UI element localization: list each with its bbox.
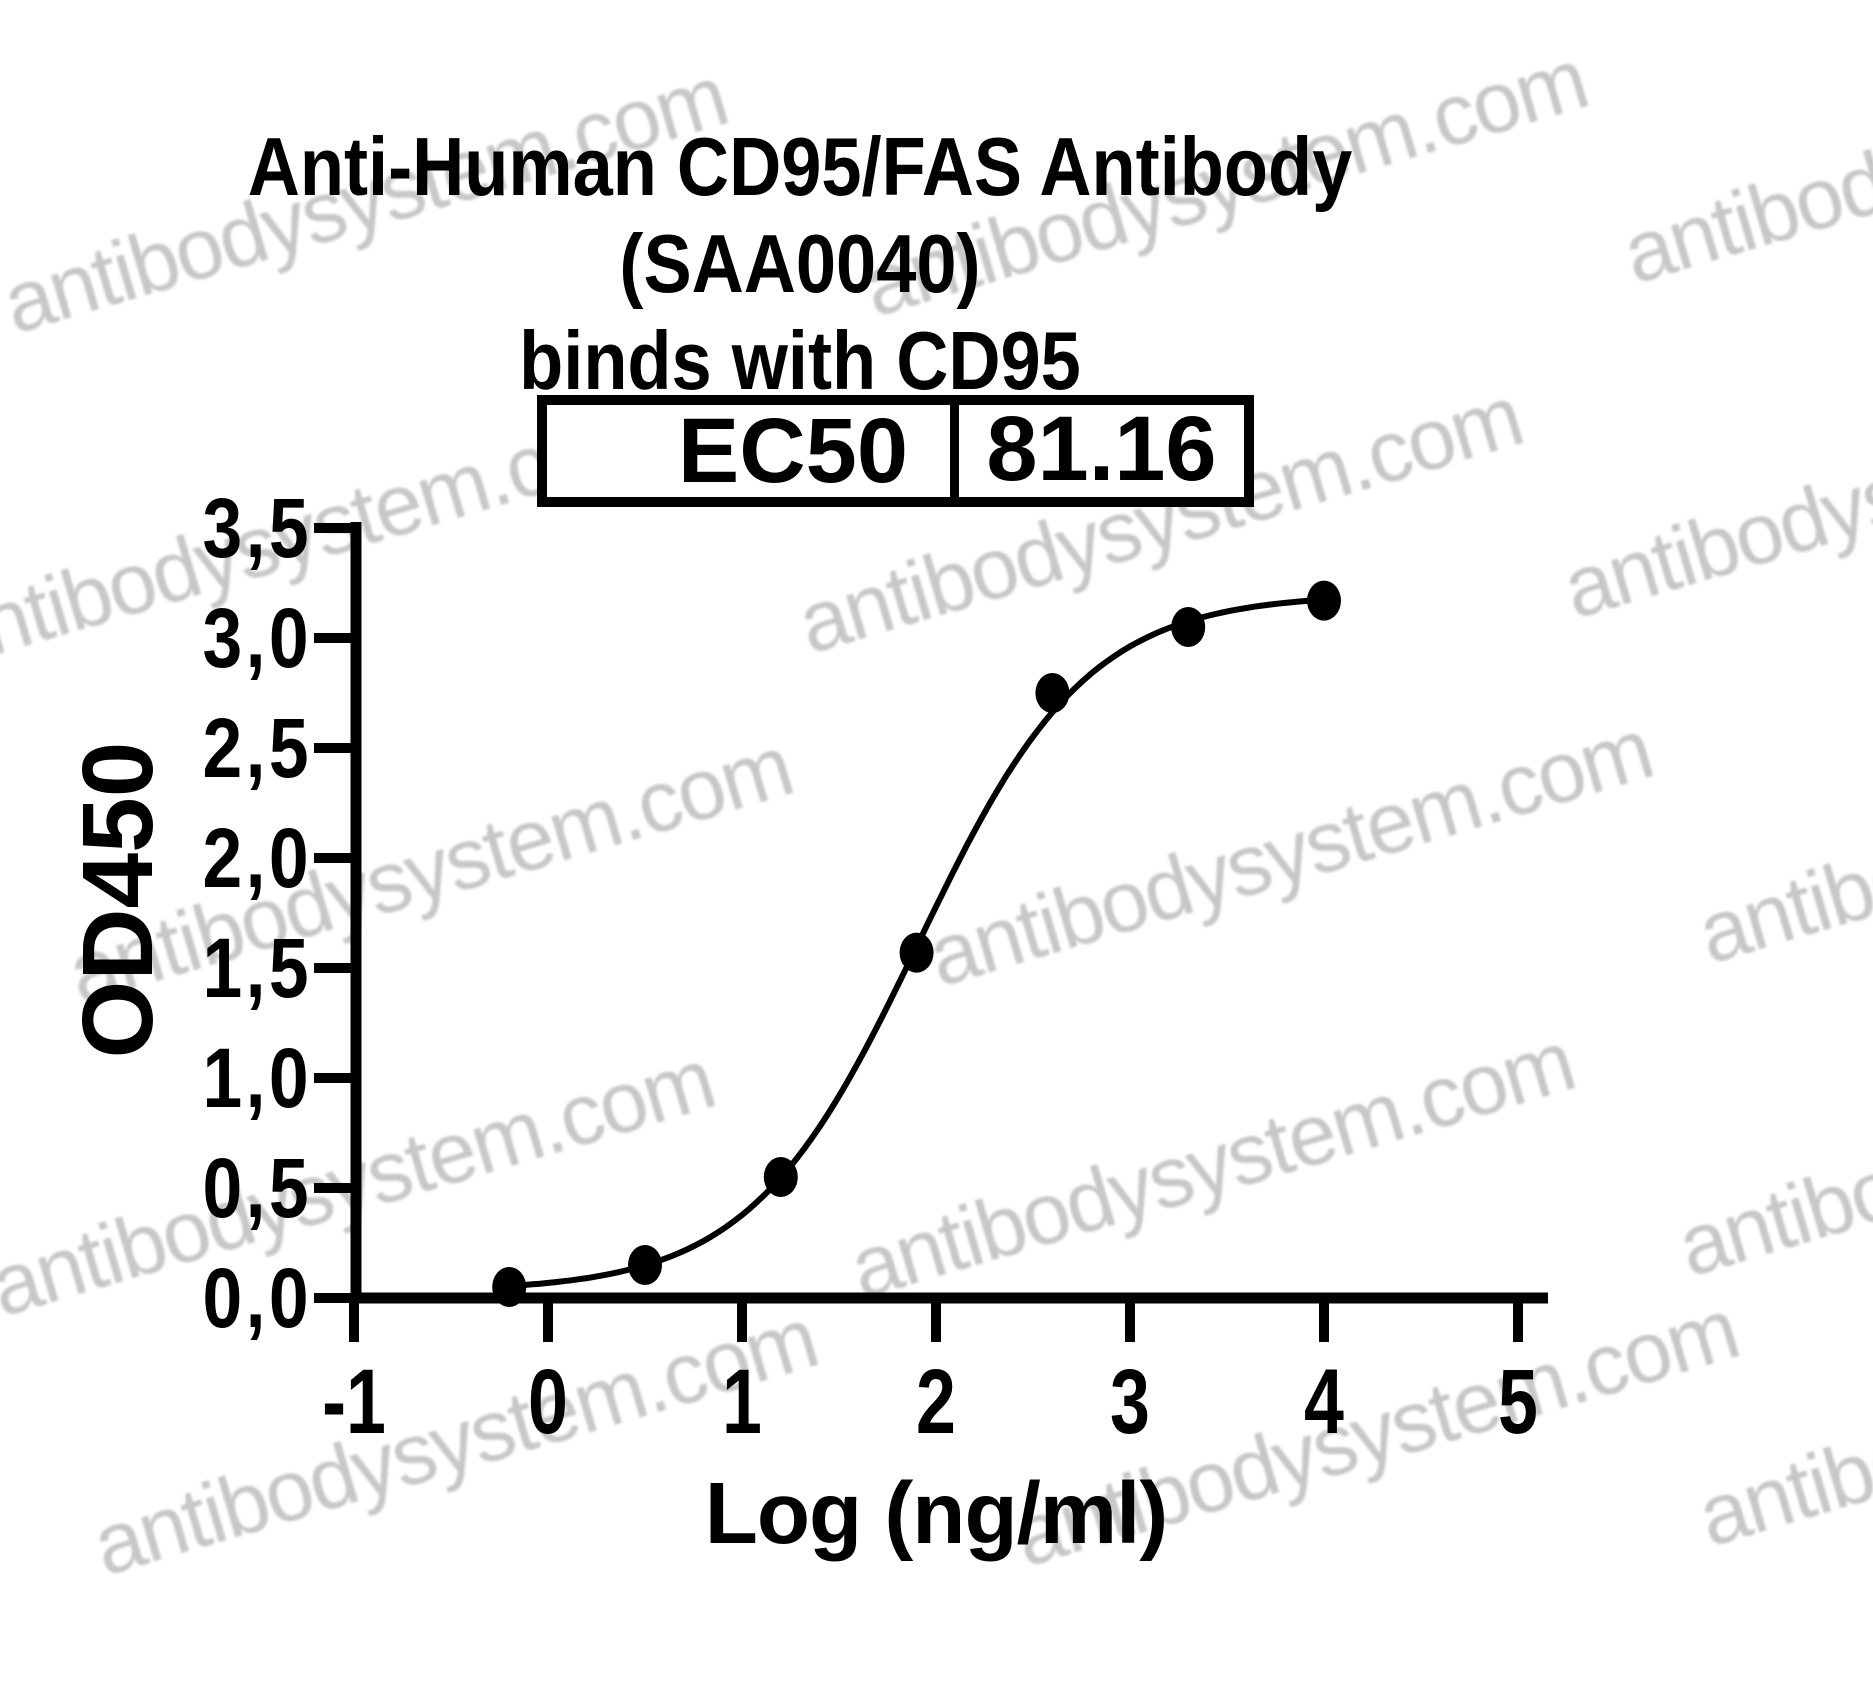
x-axis-title: Log (ng/ml) [704, 1465, 1169, 1562]
x-tick-label: 1 [722, 1351, 762, 1453]
ec50-table: EC50 81.16 [537, 395, 1254, 507]
chart-title: Anti-Human CD95/FAS Antibody (SAA0040) b… [104, 118, 1496, 409]
data-point [763, 1157, 798, 1197]
x-tick-label: 5 [1498, 1351, 1538, 1453]
y-tick-label: 2,5 [202, 701, 312, 795]
data-point [628, 1245, 662, 1285]
y-tick-label: 0,5 [202, 1141, 312, 1235]
chart-title-line2: binds with CD95 [519, 314, 1081, 407]
x-tick-label: 4 [1304, 1351, 1344, 1453]
y-tick-label: 3,0 [202, 591, 312, 685]
y-tick-label: 3,5 [202, 481, 312, 575]
data-point [1171, 607, 1206, 647]
data-point [899, 932, 934, 973]
data-point [492, 1267, 527, 1307]
y-tick-label: 1,5 [202, 921, 312, 1015]
x-tick-label: 2 [916, 1351, 956, 1453]
data-point [1307, 580, 1341, 621]
y-axis-title: OD450 [62, 741, 174, 1059]
x-tick-label: 0 [528, 1351, 568, 1453]
chart-title-line1: Anti-Human CD95/FAS Antibody (SAA0040) [247, 120, 1353, 310]
y-tick-label: 0,0 [202, 1251, 312, 1345]
x-tick-label: -1 [322, 1351, 386, 1453]
y-tick-label: 1,0 [202, 1031, 312, 1125]
data-point [1035, 673, 1070, 713]
ec50-value-cell: 81.16 [986, 398, 1217, 500]
y-tick-label: 2,0 [202, 811, 312, 905]
ec50-label-cell: EC50 [547, 405, 959, 497]
x-tick-label: 3 [1110, 1351, 1150, 1453]
